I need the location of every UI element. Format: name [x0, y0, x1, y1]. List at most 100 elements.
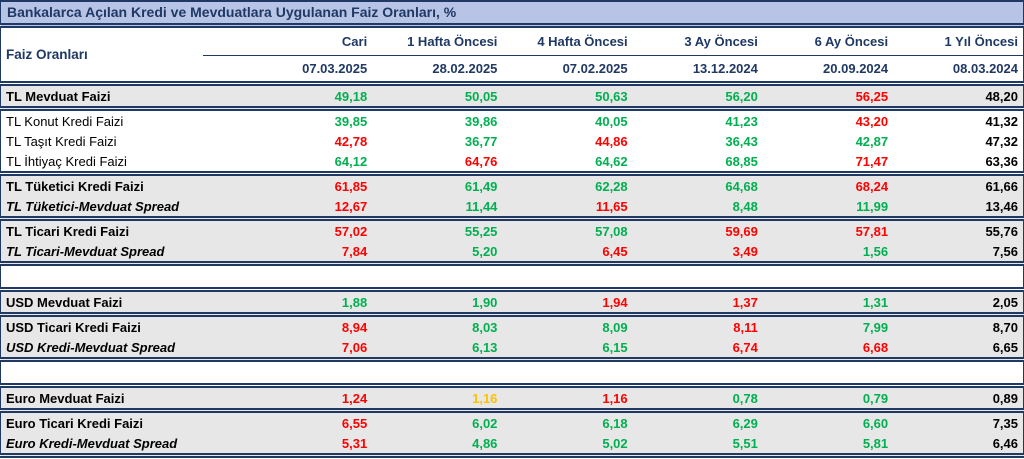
- period-header: Cari: [202, 25, 373, 56]
- value-cell: 2,05: [893, 287, 1024, 317]
- table-row: TL Mevduat Faizi 49,18 50,05 50,63 56,20 56,2…: [0, 83, 1024, 111]
- value-cell: 6,18: [502, 410, 633, 433]
- value-cell: 7,06: [202, 337, 373, 362]
- value-cell: 68,85: [632, 151, 763, 176]
- value-cell: 55,76: [893, 218, 1024, 241]
- table-row: TL Konut Kredi Faizi 39,85 39,86 40,05 41,23…: [0, 108, 1024, 131]
- value-cell: 56,25: [762, 83, 894, 111]
- value-cell: 49,18: [202, 83, 373, 111]
- value-cell: 62,28: [502, 173, 633, 196]
- date-header: 13.12.2024: [632, 55, 763, 86]
- spacer-cell: [0, 263, 1024, 290]
- value-cell: 6,46: [893, 433, 1024, 458]
- value-cell: 1,16: [372, 383, 503, 413]
- value-cell: 41,32: [893, 108, 1024, 131]
- value-cell: 11,65: [502, 196, 633, 221]
- value-cell: 6,55: [202, 410, 373, 433]
- value-cell: 44,86: [502, 131, 633, 151]
- spacer-row: [0, 263, 1024, 290]
- value-cell: 7,56: [893, 241, 1024, 266]
- value-cell: 57,08: [502, 218, 633, 241]
- value-cell: 1,24: [202, 383, 373, 413]
- value-cell: 41,23: [632, 108, 763, 131]
- spacer-cell: [0, 359, 1024, 386]
- row-label: TL Ticari Kredi Faizi: [0, 218, 203, 241]
- value-cell: 7,35: [893, 410, 1024, 433]
- value-cell: 0,79: [762, 383, 894, 413]
- table-row: Euro Mevduat Faizi 1,24 1,16 1,16 0,78 0,79 0,…: [0, 383, 1024, 413]
- date-header: 28.02.2025: [372, 55, 503, 86]
- value-cell: 63,36: [893, 151, 1024, 176]
- table-row: TL Ticari-Mevduat Spread 7,84 5,20 6,45 3,49…: [0, 241, 1024, 266]
- value-cell: 40,05: [502, 108, 633, 131]
- value-cell: 64,68: [632, 173, 763, 196]
- value-cell: 6,02: [372, 410, 503, 433]
- value-cell: 61,66: [893, 173, 1024, 196]
- date-header: 20.09.2024: [762, 55, 894, 86]
- table-row: TL İhtiyaç Kredi Faizi 64,12 64,76 64,62 68,…: [0, 151, 1024, 176]
- value-cell: 5,51: [632, 433, 763, 458]
- value-cell: 8,11: [632, 314, 763, 337]
- value-cell: 55,25: [372, 218, 503, 241]
- row-label: Euro Mevduat Faizi: [0, 383, 203, 413]
- value-cell: 1,90: [372, 287, 503, 317]
- table-row: Euro Ticari Kredi Faizi 6,55 6,02 6,18 6,29 6…: [0, 410, 1024, 433]
- value-cell: 6,45: [502, 241, 633, 266]
- value-cell: 1,56: [762, 241, 894, 266]
- value-cell: 1,88: [202, 287, 373, 317]
- date-header: 07.03.2025: [202, 55, 373, 86]
- value-cell: 11,99: [762, 196, 894, 221]
- value-cell: 39,86: [372, 108, 503, 131]
- period-header: 6 Ay Öncesi: [762, 25, 894, 56]
- title-row: Bankalarca Açılan Kredi ve Mevduatlara U…: [0, 0, 1024, 28]
- value-cell: 11,44: [372, 196, 503, 221]
- table-row: TL Taşıt Kredi Faizi 42,78 36,77 44,86 36,43…: [0, 131, 1024, 151]
- row-label: USD Kredi-Mevduat Spread: [0, 337, 203, 362]
- value-cell: 3,49: [632, 241, 763, 266]
- value-cell: 71,47: [762, 151, 894, 176]
- period-header-row: Faiz Oranları Cari 1 Hafta Öncesi 4 Haft…: [0, 25, 1024, 86]
- row-label: TL Tüketici-Mevduat Spread: [0, 196, 203, 221]
- value-cell: 36,77: [372, 131, 503, 151]
- value-cell: 5,31: [202, 433, 373, 458]
- value-cell: 61,85: [202, 173, 373, 196]
- value-cell: 13,46: [893, 196, 1024, 221]
- value-cell: 42,87: [762, 131, 894, 151]
- value-cell: 7,84: [202, 241, 373, 266]
- value-cell: 42,78: [202, 131, 373, 151]
- row-label: TL Mevduat Faizi: [0, 83, 203, 111]
- value-cell: 7,99: [762, 314, 894, 337]
- value-cell: 64,12: [202, 151, 373, 176]
- value-cell: 1,16: [502, 383, 633, 413]
- value-cell: 50,63: [502, 83, 633, 111]
- value-cell: 8,48: [632, 196, 763, 221]
- value-cell: 64,62: [502, 151, 633, 176]
- row-label: USD Ticari Kredi Faizi: [0, 314, 203, 337]
- period-header: 3 Ay Öncesi: [632, 25, 763, 56]
- row-label: USD Mevduat Faizi: [0, 287, 203, 317]
- date-header-row: 07.03.2025 28.02.2025 07.02.2025 13.12.2…: [1, 55, 1024, 86]
- row-label: TL Taşıt Kredi Faizi: [0, 131, 203, 151]
- value-cell: 64,76: [372, 151, 503, 176]
- value-cell: 57,81: [762, 218, 894, 241]
- value-cell: 48,20: [893, 83, 1024, 111]
- value-cell: 1,37: [632, 287, 763, 317]
- spacer-row: [0, 359, 1024, 386]
- value-cell: 68,24: [762, 173, 894, 196]
- row-label: TL İhtiyaç Kredi Faizi: [0, 151, 203, 176]
- row-label: TL Tüketici Kredi Faizi: [0, 173, 203, 196]
- value-cell: 59,69: [632, 218, 763, 241]
- value-cell: 6,15: [502, 337, 633, 362]
- row-header-label: Faiz Oranları: [0, 25, 203, 86]
- value-cell: 39,85: [202, 108, 373, 131]
- value-cell: 8,70: [893, 314, 1024, 337]
- value-cell: 61,49: [372, 173, 503, 196]
- value-cell: 1,31: [762, 287, 894, 317]
- value-cell: 5,02: [502, 433, 633, 458]
- date-header: 08.03.2024: [893, 55, 1024, 86]
- table-title: Bankalarca Açılan Kredi ve Mevduatlara U…: [0, 0, 1024, 28]
- value-cell: 12,67: [202, 196, 373, 221]
- row-label: TL Konut Kredi Faizi: [0, 108, 203, 131]
- value-cell: 8,03: [372, 314, 503, 337]
